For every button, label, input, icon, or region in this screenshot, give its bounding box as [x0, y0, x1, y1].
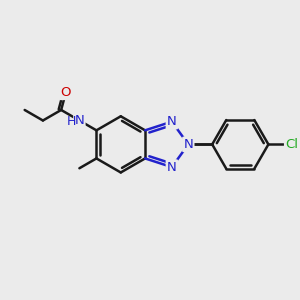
Text: N: N	[167, 115, 177, 128]
Text: N: N	[184, 138, 193, 151]
Text: Cl: Cl	[285, 138, 298, 151]
Text: N: N	[74, 114, 84, 127]
Text: N: N	[167, 160, 177, 174]
Text: H: H	[67, 116, 76, 128]
Text: O: O	[61, 86, 71, 99]
